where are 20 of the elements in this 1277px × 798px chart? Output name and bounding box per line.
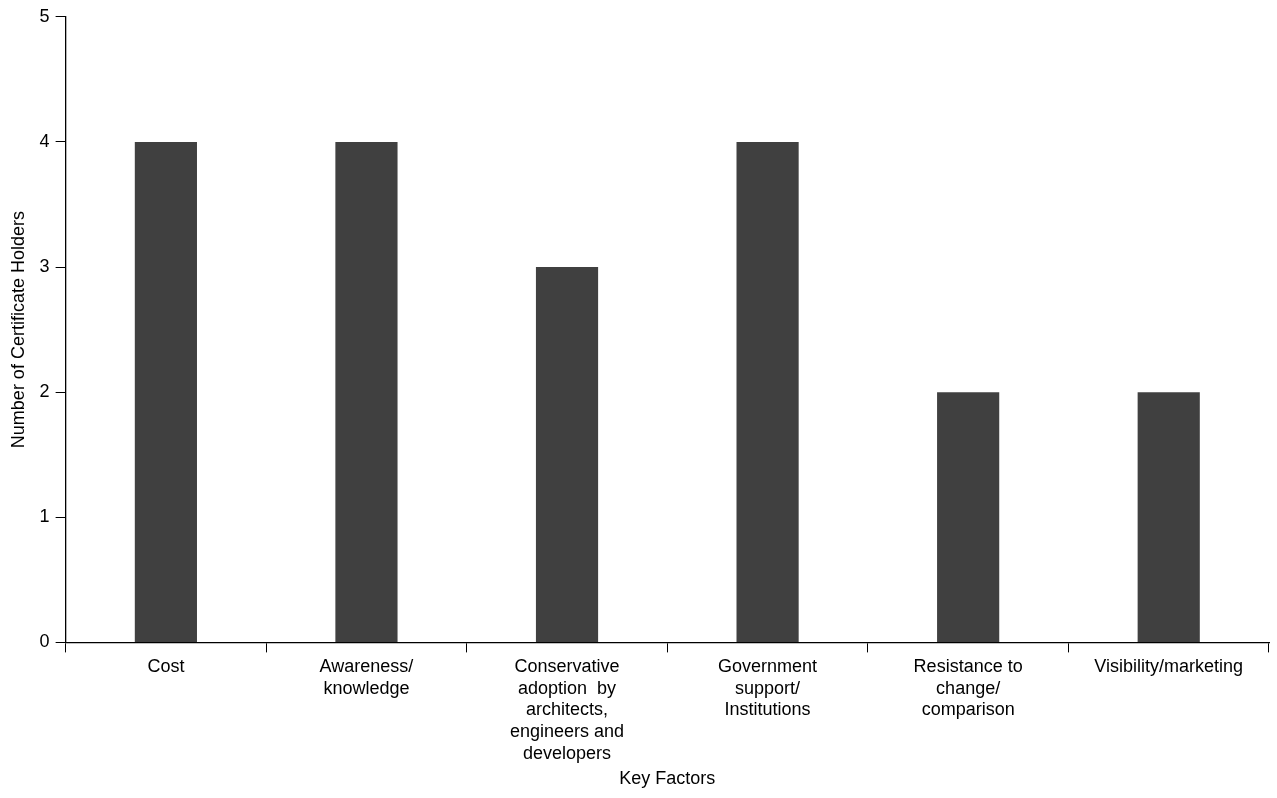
y-axis-title: Number of Certificate Holders xyxy=(7,211,28,449)
x-tick-label: Awareness/knowledge xyxy=(319,656,414,698)
bar xyxy=(937,392,1000,642)
y-tick-label: 0 xyxy=(39,631,50,652)
y-tick-label: 4 xyxy=(39,130,50,151)
x-tick-label: Resistance to change/comparison xyxy=(913,656,1023,720)
x-tick-label: Visibility/marketing xyxy=(1094,656,1244,677)
x-tick-label: Cost xyxy=(147,656,185,677)
x-tick-label: Government support/Institutions xyxy=(718,656,818,720)
bar xyxy=(535,267,599,642)
x-tick-label: Conservative adoption by architects, engineers and developers xyxy=(509,656,625,763)
y-tick-label: 5 xyxy=(39,5,50,26)
y-tick-label: 3 xyxy=(39,256,50,277)
y-tick-label: 1 xyxy=(39,506,50,527)
y-tick-label: 2 xyxy=(39,381,50,402)
bar xyxy=(134,141,197,642)
x-axis-title: Key Factors xyxy=(619,768,716,789)
bar xyxy=(736,141,799,642)
bar xyxy=(1137,392,1200,642)
bar xyxy=(335,141,398,642)
